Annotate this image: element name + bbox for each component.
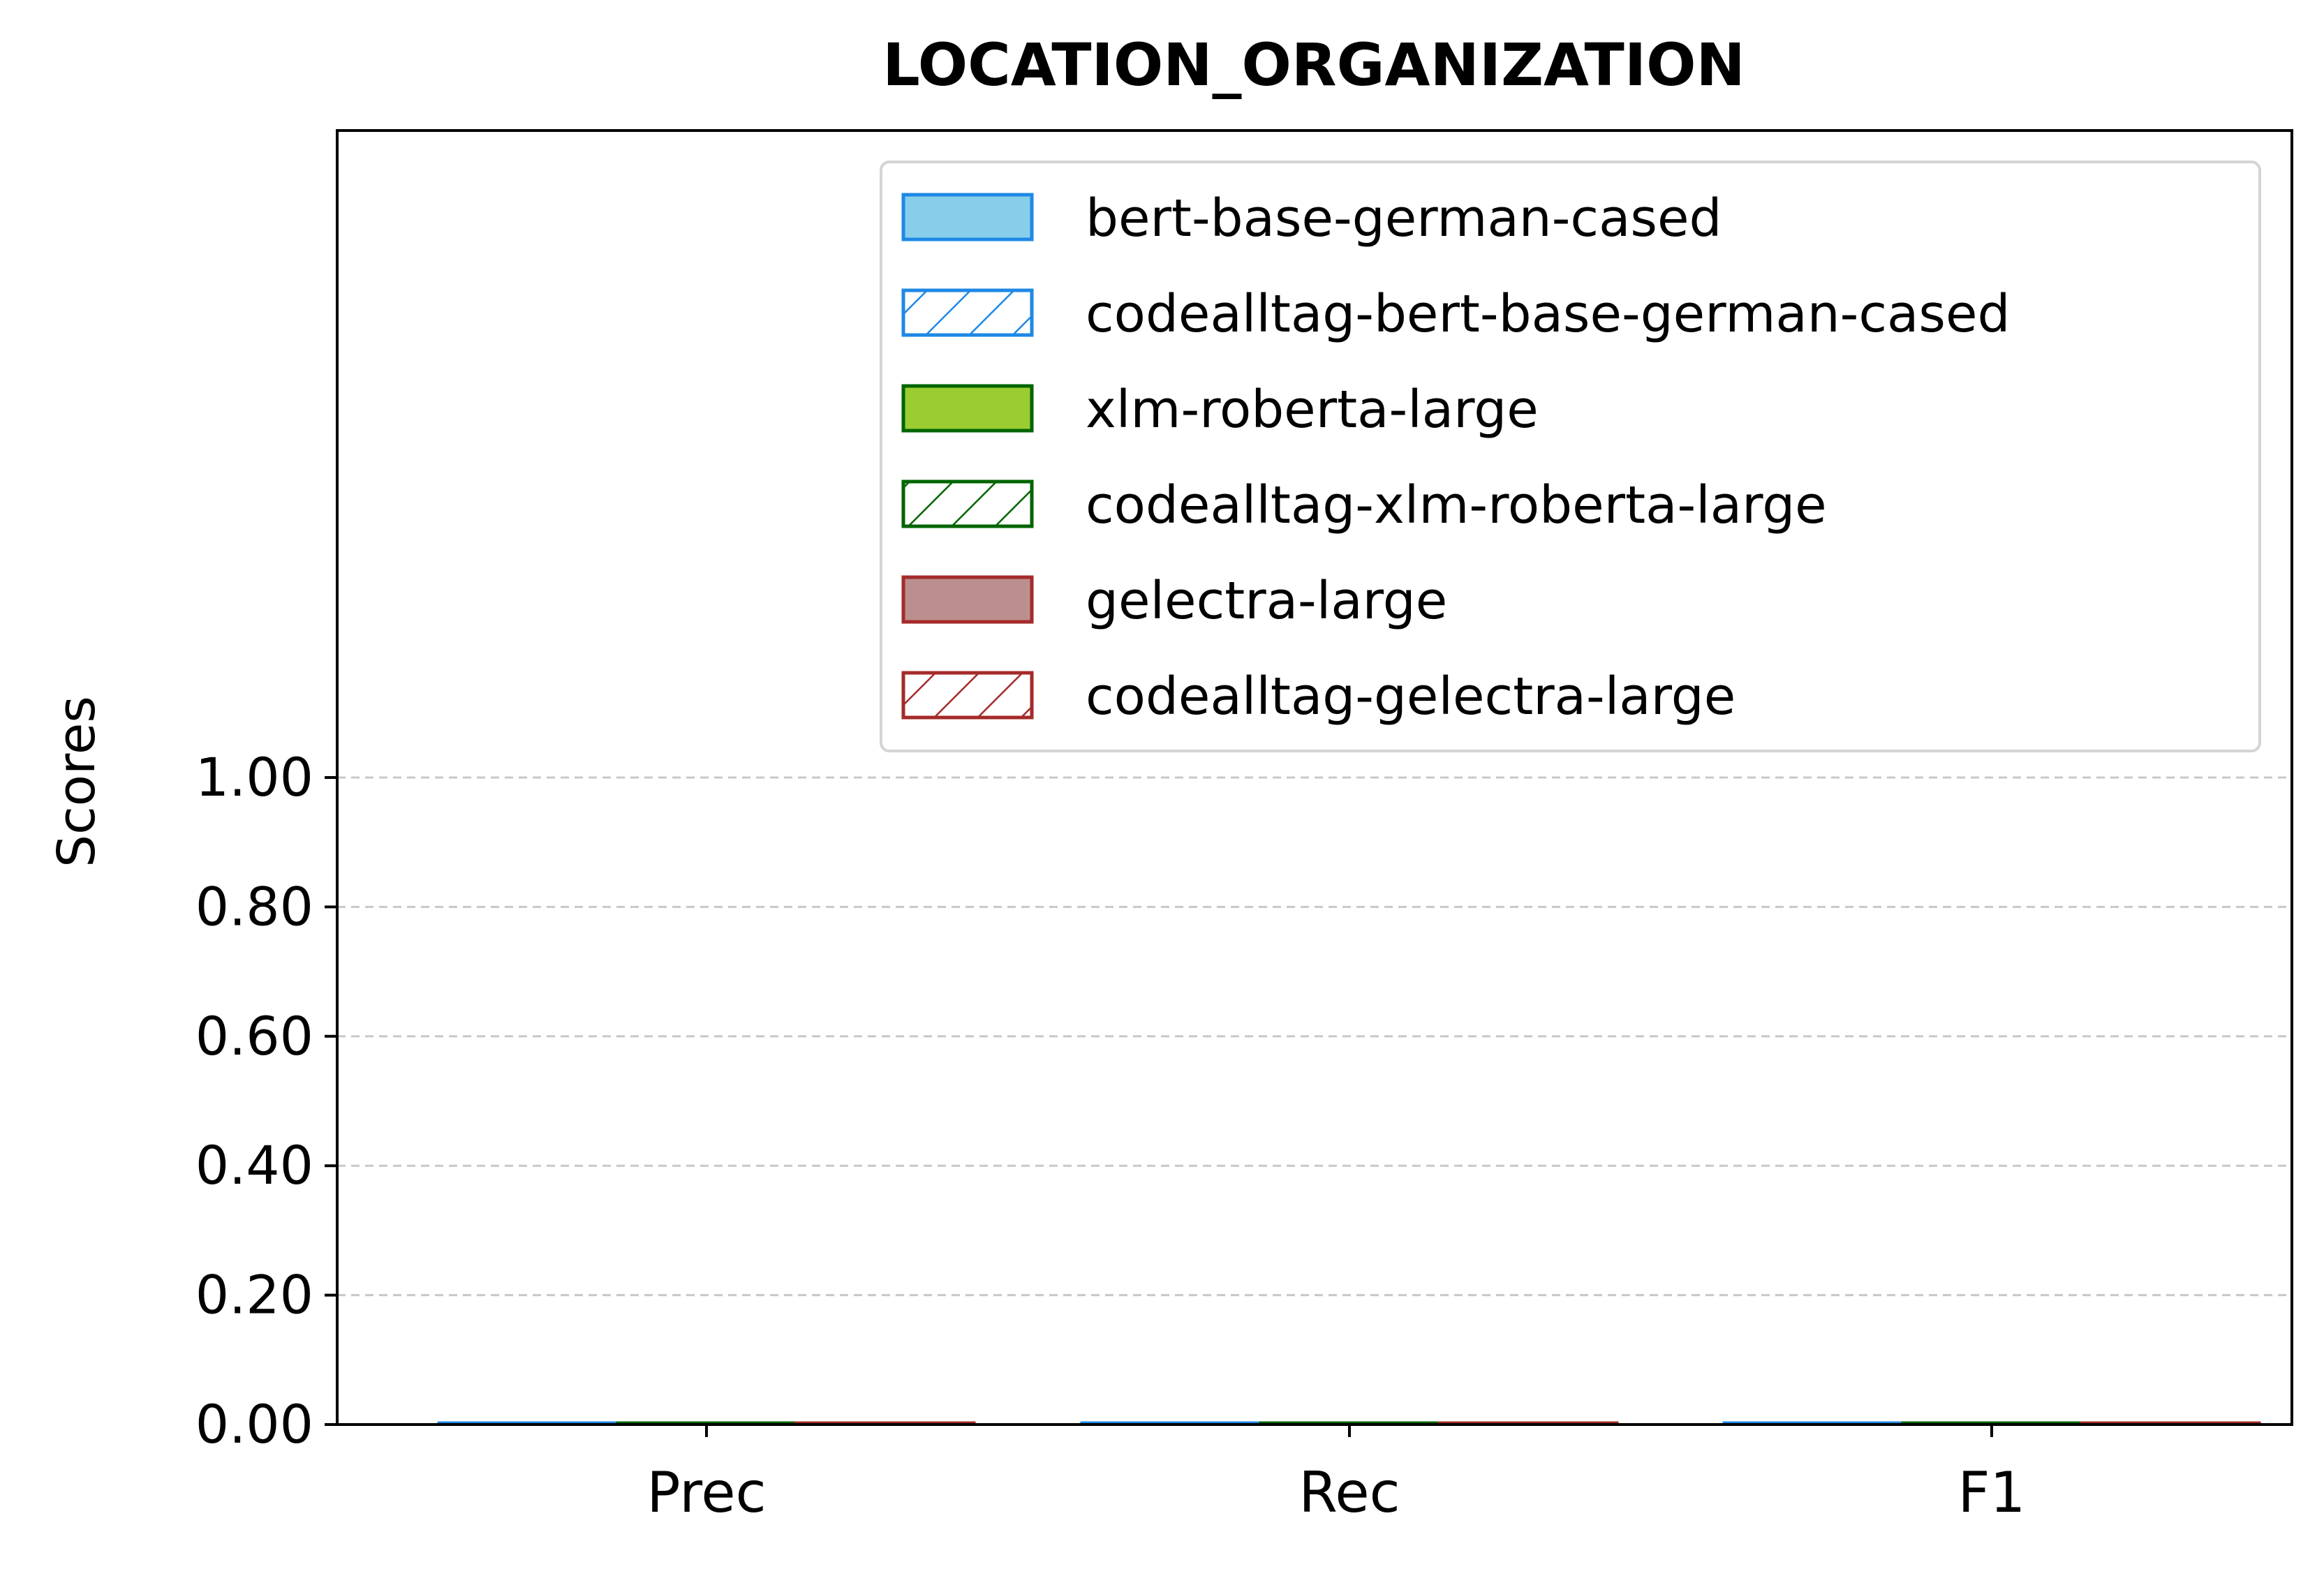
legend-label: codealltag-bert-base-german-cased: [1086, 284, 2010, 344]
legend-swatch: [901, 479, 1034, 528]
y-axis-label: Scores: [47, 696, 107, 868]
legend-swatch: [901, 384, 1034, 433]
y-tick-label: 0.20: [195, 1264, 313, 1326]
legend-swatch: [901, 288, 1034, 337]
y-tick-label: 0.60: [195, 1005, 313, 1067]
y-axis: 0.00 0.20 0.40 0.60 0.80 1.00: [195, 746, 337, 1455]
legend-swatch: [901, 575, 1034, 624]
x-tick-label: Prec: [646, 1460, 766, 1525]
y-tick-label: 0.80: [195, 875, 313, 937]
legend-label: codealltag-xlm-roberta-large: [1086, 475, 1827, 535]
y-tick-label: 0.00: [195, 1393, 313, 1455]
chart-title: LOCATION_ORGANIZATION: [882, 31, 1745, 99]
grid-layer: [337, 776, 2292, 1297]
x-tick-label: Rec: [1298, 1460, 1400, 1525]
legend: bert-base-german-cased codealltag-bert-ba…: [880, 161, 2261, 752]
y-tick-label: 1.00: [195, 746, 313, 808]
x-tick-label: F1: [1958, 1460, 2026, 1525]
legend-label: gelectra-large: [1086, 571, 1447, 631]
legend-swatch: [901, 671, 1034, 720]
legend-label: xlm-roberta-large: [1086, 380, 1539, 440]
legend-box: [880, 161, 2261, 752]
y-tick-label: 0.40: [195, 1134, 313, 1196]
x-axis: Prec Rec F1: [646, 1425, 2025, 1525]
legend-label: codealltag-gelectra-large: [1086, 667, 1735, 727]
legend-swatch: [901, 193, 1034, 241]
legend-label: bert-base-german-cased: [1086, 188, 1722, 248]
